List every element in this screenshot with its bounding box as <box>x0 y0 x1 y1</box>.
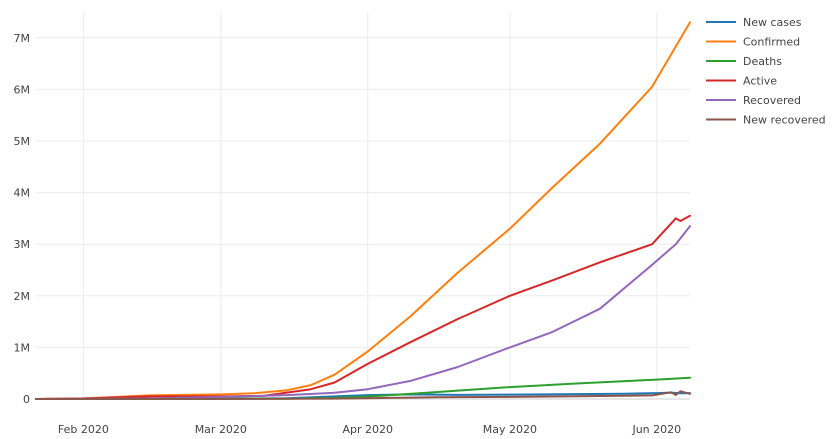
x-tick-label: Mar 2020 <box>195 423 247 436</box>
gridlines <box>36 12 690 399</box>
x-tick-label: Jun 2020 <box>631 423 681 436</box>
legend-label: Active <box>743 75 777 88</box>
x-tick-label: Feb 2020 <box>58 423 109 436</box>
series-line-recovered <box>35 225 691 400</box>
legend-label: New recovered <box>743 114 826 127</box>
legend-label: Confirmed <box>743 36 800 49</box>
plot-area <box>35 21 691 400</box>
y-tick-label: 7M <box>14 32 31 45</box>
y-tick-label: 2M <box>14 290 31 303</box>
legend-item[interactable]: Confirmed <box>706 36 800 49</box>
y-tick-label: 6M <box>14 83 31 96</box>
legend-label: Deaths <box>743 55 782 68</box>
legend-item[interactable]: Deaths <box>706 55 782 68</box>
series-line-new-recovered <box>35 390 691 400</box>
series-line-active <box>35 214 691 400</box>
legend: New cases Confirmed Deaths Active Recovered N… <box>706 16 826 127</box>
legend-item[interactable]: Recovered <box>706 94 801 107</box>
y-tick-label: 0 <box>23 393 30 406</box>
y-tick-label: 4M <box>14 187 31 200</box>
legend-label: Recovered <box>743 94 801 107</box>
legend-item[interactable]: Active <box>706 75 777 88</box>
y-tick-label: 5M <box>14 135 31 148</box>
y-tick-label: 1M <box>14 341 31 354</box>
x-tick-label: Apr 2020 <box>342 423 393 436</box>
legend-label: New cases <box>743 16 802 29</box>
series-line-confirmed <box>35 21 691 400</box>
legend-item[interactable]: New cases <box>706 16 802 29</box>
y-tick-label: 3M <box>14 238 31 251</box>
legend-item[interactable]: New recovered <box>706 114 826 127</box>
x-axis: Feb 2020 Mar 2020 Apr 2020 May 2020 Jun 2020 <box>36 398 690 436</box>
y-axis: 0 1M 2M 3M 4M 5M 6M 7M <box>14 32 31 406</box>
x-tick-label: May 2020 <box>483 423 537 436</box>
